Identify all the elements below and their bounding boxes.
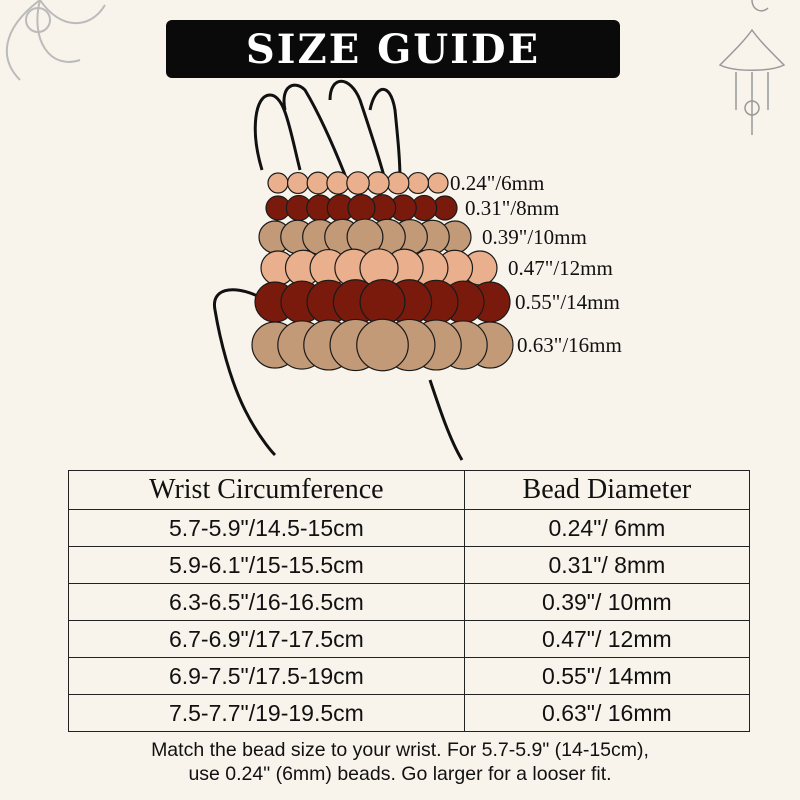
- bracelet-stack: [251, 171, 514, 372]
- bead: [359, 279, 406, 326]
- fit-note: Match the bead size to your wrist. For 5…: [0, 738, 800, 786]
- table-row: 6.3-6.5"/16-16.5cm 0.39"/ 10mm: [68, 583, 751, 621]
- header-bead: Bead Diameter: [463, 470, 751, 510]
- bead: [427, 172, 449, 194]
- bead: [267, 172, 289, 194]
- hand-outline: [213, 79, 464, 461]
- bead-cell: 0.39"/ 10mm: [463, 583, 751, 621]
- size-table: Wrist Circumference Bead Diameter 5.7-5.…: [68, 470, 751, 732]
- wrist-cell: 5.7-5.9"/14.5-15cm: [68, 509, 465, 547]
- bead: [386, 171, 410, 195]
- wrist-cell: 6.9-7.5"/17.5-19cm: [68, 657, 465, 695]
- lotus-decoration-right: [718, 0, 786, 135]
- table-row: 5.9-6.1"/15-15.5cm 0.31"/ 8mm: [68, 546, 751, 584]
- bead: [356, 318, 409, 372]
- bead: [347, 193, 376, 223]
- bead-cell: 0.55"/ 14mm: [463, 657, 751, 695]
- bead: [366, 171, 390, 195]
- bead-size-label: 0.39"/10mm: [482, 225, 587, 249]
- bead-cell: 0.63"/ 16mm: [463, 694, 751, 732]
- wrist-cell: 7.5-7.7"/19-19.5cm: [68, 694, 465, 732]
- bead-size-label: 0.47"/12mm: [508, 256, 613, 280]
- bead-size-label: 0.63"/16mm: [517, 333, 622, 357]
- bead: [406, 171, 430, 195]
- header-wrist: Wrist Circumference: [68, 470, 465, 510]
- wrist-cell: 6.3-6.5"/16-16.5cm: [68, 583, 465, 621]
- fit-note-line-1: Match the bead size to your wrist. For 5…: [151, 739, 649, 761]
- page-title: SIZE GUIDE: [245, 25, 541, 73]
- bead: [286, 171, 310, 195]
- wrist-cell: 5.9-6.1"/15-15.5cm: [68, 546, 465, 584]
- bead-size-label: 0.24"/6mm: [450, 171, 544, 195]
- bead-size-label: 0.31"/8mm: [465, 196, 559, 220]
- table-row: 6.9-7.5"/17.5-19cm 0.55"/ 14mm: [68, 657, 751, 695]
- bead: [326, 171, 350, 195]
- bead: [346, 171, 370, 195]
- bead-size-label: 0.55"/14mm: [515, 290, 620, 314]
- bead-cell: 0.24"/ 6mm: [463, 509, 751, 547]
- table-row: 5.7-5.9"/14.5-15cm 0.24"/ 6mm: [68, 509, 751, 547]
- fit-note-line-2: use 0.24" (6mm) beads. Go larger for a l…: [188, 763, 612, 785]
- lotus-decoration-left: [6, 0, 106, 81]
- bead-cell: 0.47"/ 12mm: [463, 620, 751, 658]
- wrist-cell: 6.7-6.9"/17-17.5cm: [68, 620, 465, 658]
- table-row: 7.5-7.7"/19-19.5cm 0.63"/ 16mm: [68, 694, 751, 732]
- bead-cell: 0.31"/ 8mm: [463, 546, 751, 584]
- table-row: 6.7-6.9"/17-17.5cm 0.47"/ 12mm: [68, 620, 751, 658]
- title-banner: SIZE GUIDE: [166, 20, 620, 78]
- bead: [306, 171, 330, 195]
